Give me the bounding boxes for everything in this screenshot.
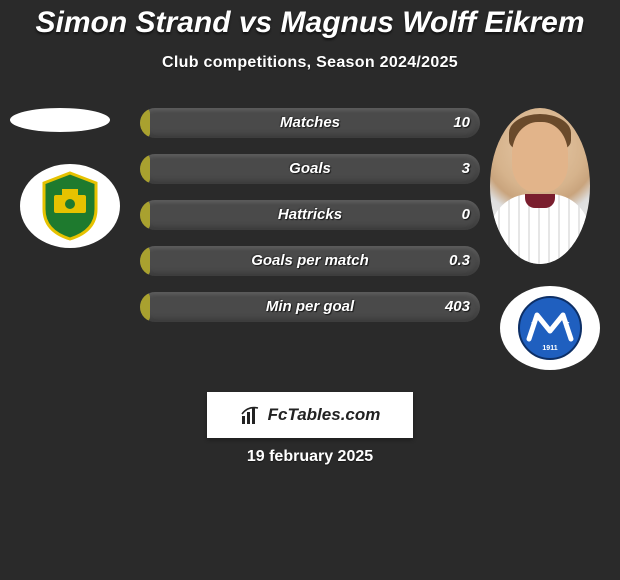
head-shape [512,122,568,192]
fctables-badge: FcTables.com [207,392,413,438]
comparison-panel: F K 1911 Matches10 Goals3 Hattricks0 Goals … [0,108,620,388]
stat-bar: Goals3 [140,154,480,184]
stat-label: Goals per match [140,246,480,276]
stat-label: Matches [140,108,480,138]
chart-icon [240,404,262,426]
subtitle: Club competitions, Season 2024/2025 [0,54,620,72]
fctables-text: FcTables.com [268,405,381,425]
stat-bar: Hattricks0 [140,200,480,230]
stat-right-value: 403 [445,292,470,322]
stat-right-value: 10 [453,108,470,138]
svg-text:K: K [564,321,570,330]
player-right-avatar [490,108,590,264]
svg-text:F: F [531,321,536,330]
club-right-badge: F K 1911 [500,286,600,370]
molde-icon: F K 1911 [517,295,583,361]
collar-shape [525,194,555,208]
club-left-badge [20,164,120,248]
stat-right-value: 3 [462,154,470,184]
stat-label: Goals [140,154,480,184]
stat-bar: Goals per match0.3 [140,246,480,276]
stat-bar: Min per goal403 [140,292,480,322]
player-left-avatar [10,108,110,132]
stat-bar: Matches10 [140,108,480,138]
stat-label: Hattricks [140,200,480,230]
stat-right-value: 0 [462,200,470,230]
date-text: 19 february 2025 [0,448,620,466]
stat-right-value: 0.3 [449,246,470,276]
page-title: Simon Strand vs Magnus Wolff Eikrem [0,0,620,40]
hammarby-icon [40,171,100,241]
svg-text:1911: 1911 [542,345,557,352]
stat-bars: Matches10 Goals3 Hattricks0 Goals per match… [140,108,480,338]
stat-label: Min per goal [140,292,480,322]
